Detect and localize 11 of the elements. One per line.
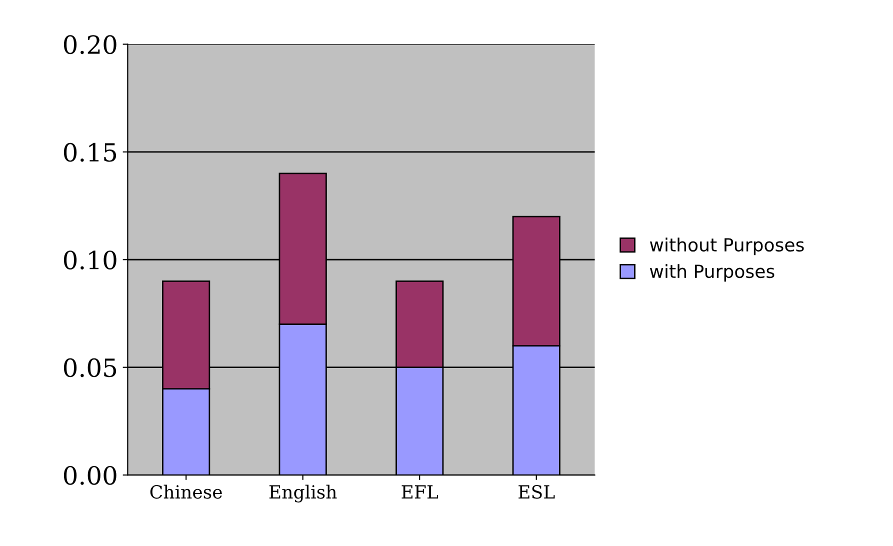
x-tick-label: Chinese [150,484,222,499]
x-tick-label: EFL [402,485,438,498]
y-tick-label: 0.10 [64,250,116,270]
y-tick-label: 0.15 [64,142,116,162]
x-tick-label: ESL [518,485,555,499]
x-tick-label: English [269,484,337,502]
y-tick-label: 0.20 [64,35,116,54]
y-tick-label: 0.05 [64,358,116,378]
legend-label: without Purposes [650,238,804,256]
y-tick-label: 0.00 [64,466,116,485]
legend-label: with Purposes [650,264,774,282]
